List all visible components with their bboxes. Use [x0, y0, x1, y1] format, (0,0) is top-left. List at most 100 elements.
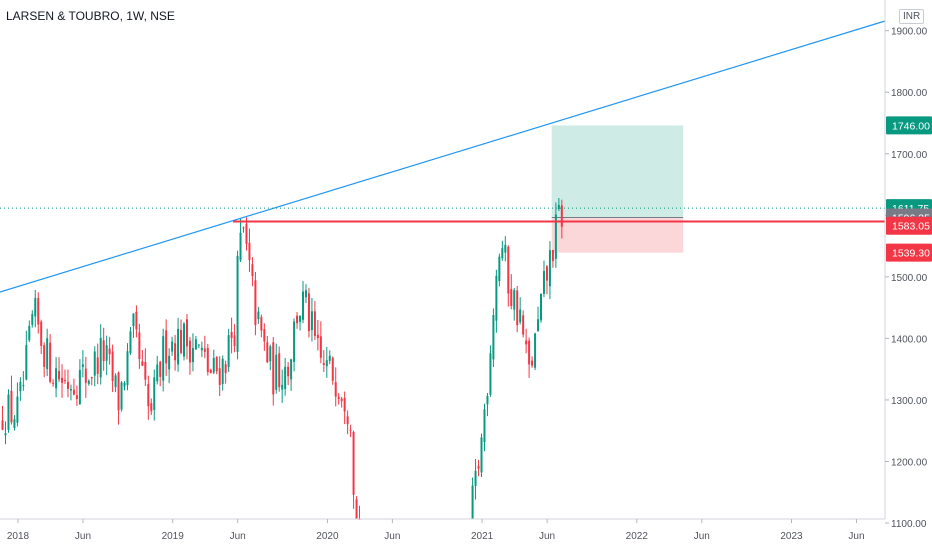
candle-body	[507, 246, 510, 294]
price-tick-label: 1200.00	[891, 458, 928, 469]
candle-body	[203, 348, 206, 352]
time-tick-label: 2022	[626, 531, 649, 542]
candle-body	[281, 384, 284, 390]
position-zones	[551, 125, 684, 253]
candle-body	[123, 382, 126, 387]
candle-body	[355, 499, 358, 519]
candle-body	[495, 275, 498, 321]
candle-body	[560, 205, 563, 227]
candle-body	[7, 394, 10, 430]
candle-body	[304, 290, 307, 298]
candle-body	[513, 290, 516, 310]
candle-body	[25, 345, 28, 380]
candle-body	[165, 330, 168, 364]
candle-body	[102, 340, 105, 362]
time-tick-label: Jun	[230, 531, 246, 542]
price-label-box	[886, 243, 932, 262]
candle-body	[239, 232, 242, 261]
profit-zone	[551, 125, 684, 218]
time-tick-label: 2023	[780, 531, 803, 542]
candle-body	[474, 470, 477, 487]
candle-body	[191, 348, 194, 362]
candle-body	[40, 321, 43, 346]
candle-body	[61, 377, 64, 383]
candle-body	[554, 214, 557, 259]
candle-body	[319, 336, 322, 358]
candle-body	[72, 389, 75, 395]
candle-body	[540, 294, 543, 321]
time-tick-label: Jun	[539, 531, 555, 542]
candle-body	[293, 321, 296, 362]
price-label-box	[886, 216, 932, 235]
candle-body	[531, 360, 534, 366]
candle-body	[111, 351, 114, 381]
candle-body	[10, 390, 13, 423]
time-tick-label: Jun	[694, 531, 710, 542]
candle-body	[519, 309, 522, 323]
currency-badge[interactable]: INR	[899, 9, 925, 24]
candle-body	[316, 334, 319, 339]
candle-body	[78, 369, 81, 405]
candle-body	[275, 354, 278, 390]
candle-body	[194, 339, 197, 350]
candle-body	[334, 382, 337, 397]
candle-body	[548, 250, 551, 287]
candle-body	[66, 381, 69, 389]
candle-body	[263, 329, 266, 342]
candlestick-series	[1, 198, 563, 520]
candle-body	[183, 323, 186, 357]
candle-body	[144, 362, 147, 380]
candle-body	[147, 383, 150, 407]
candle-body	[156, 364, 159, 382]
candle-body	[242, 227, 245, 229]
candle-body	[81, 364, 84, 368]
candle-body	[522, 315, 525, 335]
time-tick-label: 2018	[7, 531, 30, 542]
price-tick-label: 1800.00	[891, 88, 928, 99]
candle-body	[486, 395, 489, 405]
candle-body	[197, 344, 200, 346]
candle-body	[296, 315, 299, 324]
candle-body	[215, 356, 218, 372]
candle-body	[34, 298, 37, 317]
candle-body	[108, 348, 111, 355]
candle-body	[299, 315, 302, 322]
candle-body	[542, 271, 545, 294]
candle-body	[1, 420, 4, 430]
candle-body	[248, 242, 251, 261]
candle-body	[69, 389, 72, 391]
candle-body	[233, 335, 236, 347]
candle-body	[272, 342, 275, 395]
price-label-box	[886, 116, 932, 135]
candle-body	[218, 368, 221, 386]
price-axis: 1900.001800.001700.001600.001500.001400.…	[884, 0, 928, 530]
time-tick-label: 2019	[162, 531, 185, 542]
candle-body	[352, 432, 355, 495]
candle-body	[302, 291, 305, 320]
candle-body	[28, 325, 31, 341]
candle-body	[4, 433, 7, 436]
price-tick-label: 1900.00	[891, 27, 928, 38]
candle-body	[504, 244, 507, 253]
candle-body	[557, 204, 560, 210]
candle-body	[58, 370, 61, 380]
candle-body	[206, 347, 209, 373]
candle-body	[471, 485, 474, 519]
candle-body	[75, 395, 78, 399]
candle-body	[346, 416, 349, 425]
candle-body	[254, 280, 257, 325]
candle-body	[284, 366, 287, 389]
candle-body	[534, 333, 537, 368]
candle-body	[153, 377, 156, 410]
time-tick-label: 2020	[316, 531, 339, 542]
candle-body	[188, 340, 191, 363]
candle-body	[310, 311, 313, 331]
candle-body	[236, 255, 239, 352]
candle-body	[313, 311, 316, 336]
candle-body	[307, 293, 310, 332]
candle-body	[117, 372, 120, 411]
candle-body	[510, 289, 513, 307]
candle-body	[132, 313, 135, 327]
candle-body	[31, 314, 34, 325]
